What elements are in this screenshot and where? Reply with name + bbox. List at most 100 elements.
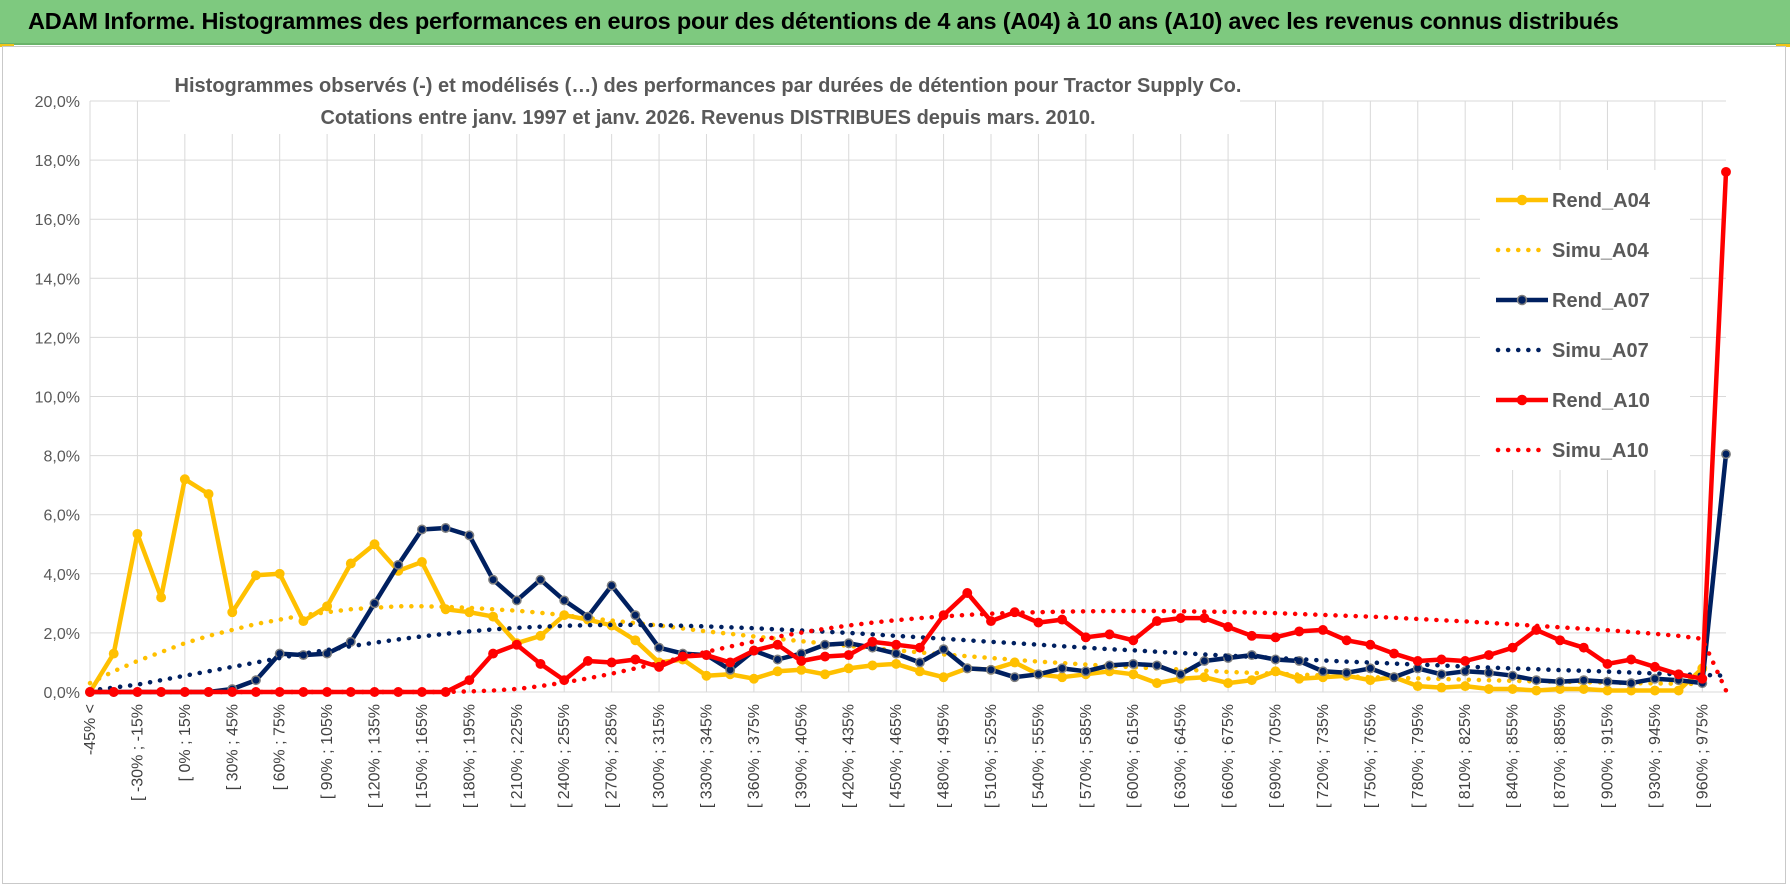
series-simu-a10 xyxy=(87,608,1729,695)
point-rend-a10 xyxy=(1080,632,1091,643)
legend-label-simu-a07: Simu_A07 xyxy=(1552,340,1649,362)
point-rend-a10 xyxy=(1057,614,1068,625)
point-rend-a10 xyxy=(843,650,854,661)
y-tick-label: 12,0% xyxy=(35,330,80,347)
point-rend-a07 xyxy=(1080,666,1091,677)
point-rend-a07 xyxy=(1152,660,1162,671)
point-rend-a04 xyxy=(1412,681,1423,692)
y-tick-label: 18,0% xyxy=(35,153,80,170)
y-tick-label: 20,0% xyxy=(35,94,80,111)
x-tick-label: [ 360% ; 375% xyxy=(746,704,763,808)
point-rend-a10 xyxy=(1460,656,1471,666)
x-tick-label: [ 90% ; 105% xyxy=(319,704,336,799)
point-rend-a04 xyxy=(1507,684,1518,694)
point-rend-a07 xyxy=(914,657,925,668)
x-tick-label: [ 840% ; 855% xyxy=(1505,704,1522,808)
series-rend-a07 xyxy=(85,449,1731,697)
point-rend-a07 xyxy=(1436,669,1447,680)
point-rend-a10 xyxy=(1199,613,1210,624)
point-rend-a10 xyxy=(962,588,973,598)
point-rend-a04 xyxy=(203,489,214,499)
point-rend-a04 xyxy=(1483,684,1494,694)
point-rend-a04 xyxy=(914,666,925,677)
point-rend-a07 xyxy=(1649,673,1660,684)
y-tick-label: 0,0% xyxy=(44,685,80,702)
x-tick-label: [ 120% ; 135% xyxy=(367,704,384,808)
x-tick-label: [ 180% ; 195% xyxy=(461,704,478,808)
corner-accent-right xyxy=(1776,44,1790,47)
legend-label-rend-a04: Rend_A04 xyxy=(1552,190,1651,212)
point-rend-a04 xyxy=(1057,672,1068,683)
point-rend-a07 xyxy=(962,663,973,674)
point-rend-a07 xyxy=(1555,676,1565,687)
x-tick-label: [ 450% ; 465% xyxy=(888,704,905,808)
x-tick-label: [ 810% ; 825% xyxy=(1457,704,1474,808)
point-rend-a07 xyxy=(1199,656,1210,666)
point-rend-a10 xyxy=(488,648,499,659)
legend-label-simu-a10: Simu_A10 xyxy=(1552,440,1649,462)
point-rend-a07 xyxy=(891,648,902,659)
point-rend-a10 xyxy=(1104,629,1115,640)
point-rend-a04 xyxy=(701,670,712,681)
point-rend-a10 xyxy=(1555,635,1565,646)
point-rend-a04 xyxy=(1531,685,1542,696)
point-rend-a10 xyxy=(1152,616,1162,627)
point-rend-a07 xyxy=(1341,667,1352,678)
banner-title: ADAM Informe. Histogrammes des performan… xyxy=(28,8,1619,34)
point-rend-a04 xyxy=(1199,672,1210,683)
point-rend-a07 xyxy=(1483,667,1494,678)
point-rend-a07 xyxy=(1721,449,1731,460)
point-rend-a04 xyxy=(1673,685,1684,696)
point-rend-a07 xyxy=(440,523,451,533)
point-rend-a04 xyxy=(227,607,238,618)
legend-label-rend-a07: Rend_A07 xyxy=(1552,290,1650,312)
legend: Rend_A04 Simu_A04 Rend_A07 Simu_A07 Rend_A10… xyxy=(1480,170,1690,470)
x-tick-label: [ 150% ; 165% xyxy=(414,704,431,808)
x-tick-label: [ 480% ; 495% xyxy=(936,704,953,808)
point-rend-a10 xyxy=(725,657,736,668)
x-tick-label: [ 930% ; 945% xyxy=(1647,704,1664,808)
point-rend-a10 xyxy=(1673,669,1684,680)
x-tick-label: [ 690% ; 705% xyxy=(1268,704,1285,808)
point-rend-a04 xyxy=(820,669,830,680)
x-tick-label: [ 390% ; 405% xyxy=(793,704,810,808)
point-rend-a07 xyxy=(582,611,593,622)
point-rend-a04 xyxy=(748,673,759,684)
y-tick-label: 6,0% xyxy=(44,508,80,525)
x-tick-label: [ 660% ; 675% xyxy=(1220,704,1237,808)
point-rend-a10 xyxy=(772,639,783,650)
series-lines xyxy=(85,166,1731,697)
point-rend-a10 xyxy=(1649,661,1660,672)
point-rend-a07 xyxy=(511,595,522,606)
y-tick-label: 2,0% xyxy=(44,626,80,643)
point-rend-a07 xyxy=(1602,676,1613,687)
point-rend-a04 xyxy=(416,557,427,567)
x-tick-label: [ 960% ; 975% xyxy=(1694,704,1711,808)
x-tick-label: [ 780% ; 795% xyxy=(1410,704,1427,808)
point-rend-a04 xyxy=(1152,678,1162,689)
title-banner: ADAM Informe. Histogrammes des performan… xyxy=(0,0,1790,45)
point-rend-a10 xyxy=(582,656,593,666)
point-rend-a10 xyxy=(1033,617,1044,628)
point-rend-a07 xyxy=(630,610,641,621)
x-tick-label: [ 870% ; 885% xyxy=(1552,704,1569,808)
y-tick-label: 16,0% xyxy=(35,212,80,229)
x-tick-label: [ 300% ; 315% xyxy=(651,704,668,808)
point-rend-a07 xyxy=(393,559,404,570)
point-rend-a04 xyxy=(345,558,356,569)
point-rend-a07 xyxy=(1009,672,1020,683)
x-tick-label: [ 270% ; 285% xyxy=(604,704,621,808)
point-rend-a10 xyxy=(1365,639,1376,650)
x-tick-label: [ 0% ; 15% xyxy=(177,704,194,781)
point-rend-a07 xyxy=(1175,669,1186,680)
point-rend-a07 xyxy=(251,675,261,686)
point-rend-a07 xyxy=(820,639,830,650)
point-rend-a10 xyxy=(1721,166,1731,177)
point-rend-a04 xyxy=(274,568,285,579)
legend-label-rend-a10: Rend_A10 xyxy=(1552,390,1650,412)
x-tick-label: [ 750% ; 765% xyxy=(1362,704,1379,808)
point-rend-a10 xyxy=(1294,626,1305,637)
x-tick-label: [ 330% ; 345% xyxy=(698,704,715,808)
x-tick-label: [ -30% ; -15% xyxy=(129,704,146,801)
line-simu-a10 xyxy=(87,608,1729,695)
